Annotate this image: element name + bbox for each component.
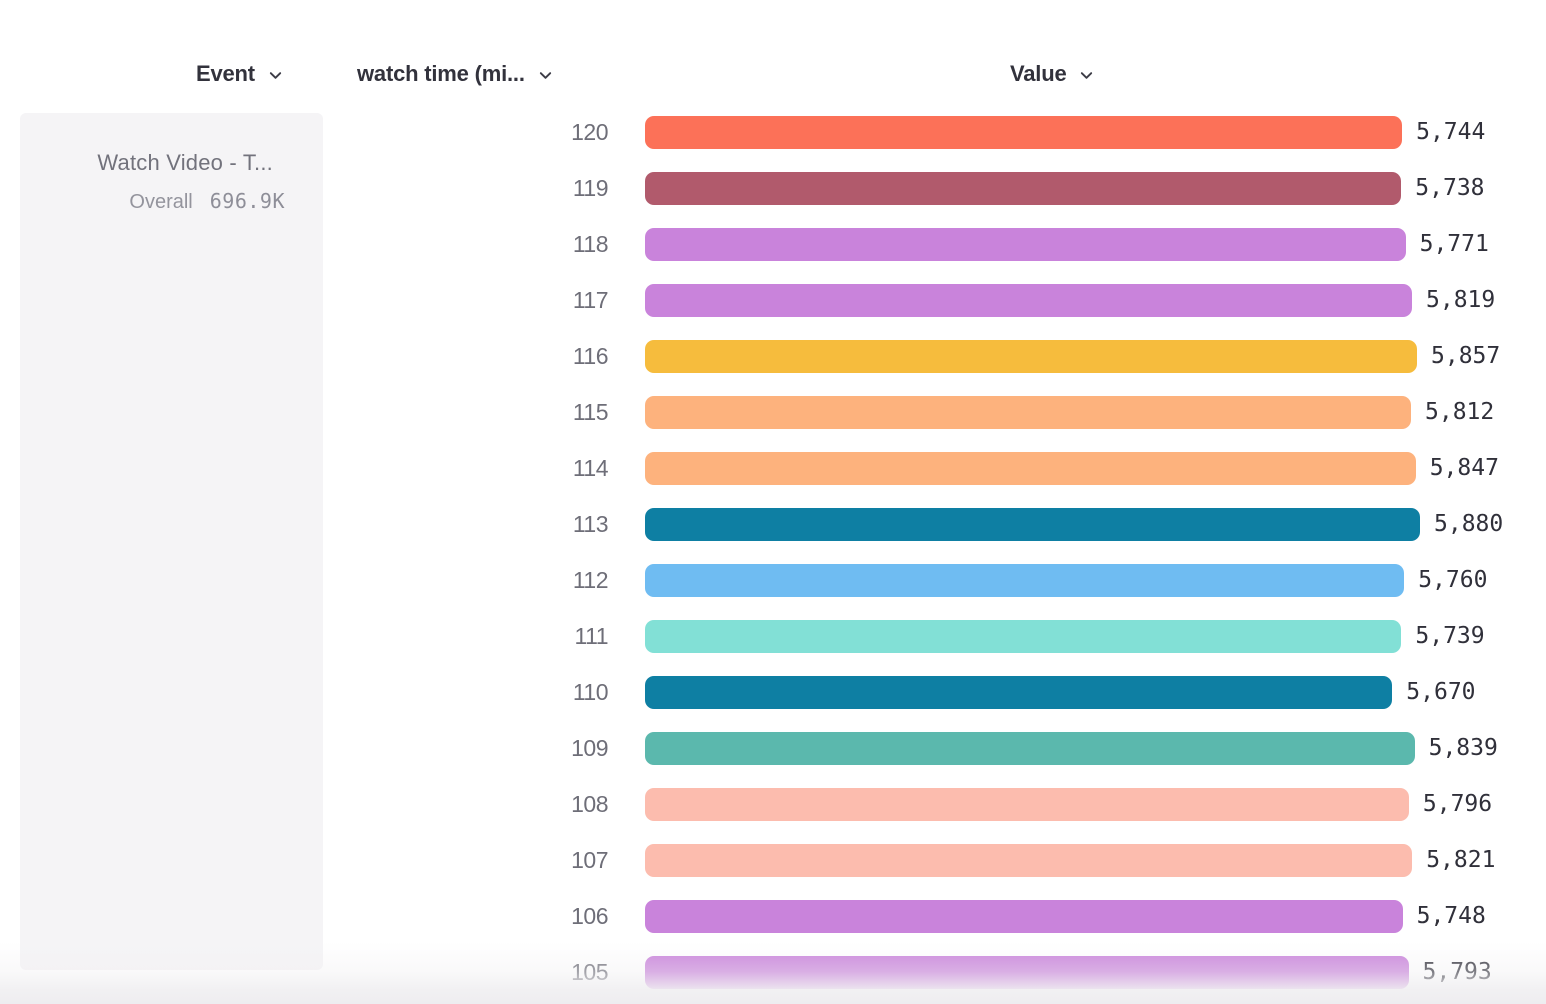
bar[interactable] — [645, 787, 1409, 821]
chevron-down-icon — [268, 68, 283, 83]
bar[interactable] — [645, 899, 1403, 933]
chart-row: 116 5,857 — [520, 328, 1546, 384]
column-header-watch-time-label: watch time (mi... — [357, 61, 525, 86]
bar-value: 5,760 — [1418, 567, 1488, 593]
bar[interactable] — [645, 955, 1409, 989]
bar[interactable] — [645, 115, 1403, 149]
row-label: 108 — [571, 790, 608, 817]
chart-row: 115 5,812 — [520, 384, 1546, 440]
bar[interactable] — [645, 283, 1412, 317]
bar-value: 5,839 — [1428, 735, 1498, 761]
chart-row: 118 5,771 — [520, 216, 1546, 272]
row-label: 120 — [571, 118, 608, 145]
event-card[interactable]: Watch Video - T... Overall 696.9K — [20, 113, 323, 970]
chart-row: 120 5,744 — [520, 104, 1546, 160]
bar-value: 5,771 — [1419, 231, 1489, 257]
bar-value: 5,857 — [1431, 343, 1501, 369]
chart-row: 113 5,880 — [520, 496, 1546, 552]
bar[interactable] — [645, 171, 1402, 205]
row-label: 110 — [572, 678, 609, 705]
column-header-watch-time[interactable]: watch time (mi... — [357, 58, 553, 90]
bar-value: 5,670 — [1406, 679, 1476, 705]
chart-row: 114 5,847 — [520, 440, 1546, 496]
chart-row: 117 5,819 — [520, 272, 1546, 328]
chart-row: 107 5,821 — [520, 832, 1546, 888]
bar[interactable] — [645, 563, 1405, 597]
bar[interactable] — [645, 507, 1420, 541]
chart-row: 110 5,670 — [520, 664, 1546, 720]
bar-value: 5,819 — [1426, 287, 1496, 313]
bar[interactable] — [645, 843, 1413, 877]
bar-value: 5,812 — [1425, 399, 1495, 425]
row-label: 114 — [572, 454, 609, 481]
chart-row: 106 5,748 — [520, 888, 1546, 944]
chart-row: 111 5,739 — [520, 608, 1546, 664]
bar[interactable] — [645, 395, 1411, 429]
bar[interactable] — [645, 731, 1415, 765]
bar[interactable] — [645, 675, 1393, 709]
bar-value: 5,793 — [1422, 959, 1492, 985]
chevron-down-icon — [1079, 68, 1094, 83]
row-label: 113 — [572, 510, 609, 537]
event-metric-label: Overall — [129, 191, 193, 213]
bar[interactable] — [645, 619, 1402, 653]
bar-chart: 120 5,744 119 5,738 118 5,771 117 5,819 … — [520, 104, 1546, 1000]
row-label: 116 — [572, 342, 609, 369]
row-label: 115 — [572, 398, 609, 425]
row-label: 106 — [571, 902, 608, 929]
event-metric-value: 696.9K — [209, 189, 285, 213]
bar[interactable] — [645, 451, 1416, 485]
row-label: 111 — [574, 622, 609, 649]
bar[interactable] — [645, 339, 1417, 373]
event-metric: Overall 696.9K — [129, 189, 285, 214]
bar-value: 5,847 — [1429, 455, 1499, 481]
row-label: 109 — [571, 734, 608, 761]
chart-row: 108 5,796 — [520, 776, 1546, 832]
chart-row: 105 5,793 — [520, 944, 1546, 1000]
chevron-down-icon — [538, 68, 553, 83]
column-header-value-label: Value — [1010, 61, 1067, 86]
bar[interactable] — [645, 227, 1406, 261]
row-label: 119 — [572, 174, 609, 201]
bar-value: 5,739 — [1415, 623, 1485, 649]
bar-value: 5,796 — [1422, 791, 1493, 817]
row-label: 118 — [572, 230, 609, 257]
chart-row: 109 5,839 — [520, 720, 1546, 776]
row-label: 107 — [571, 846, 608, 873]
bar-value: 5,821 — [1426, 847, 1496, 873]
column-header-value[interactable]: Value — [1010, 58, 1094, 90]
bar-value: 5,748 — [1416, 903, 1486, 929]
column-header-event[interactable]: Event — [196, 58, 283, 90]
chart-row: 119 5,738 — [520, 160, 1546, 216]
event-title: Watch Video - T... — [97, 150, 273, 175]
bar-value: 5,744 — [1416, 119, 1486, 145]
row-label: 117 — [572, 286, 609, 313]
row-label: 112 — [572, 566, 609, 593]
chart-row: 112 5,760 — [520, 552, 1546, 608]
row-label: 105 — [571, 958, 608, 985]
bar-value: 5,738 — [1415, 175, 1485, 201]
column-header-event-label: Event — [196, 61, 255, 86]
bar-value: 5,880 — [1434, 511, 1504, 537]
